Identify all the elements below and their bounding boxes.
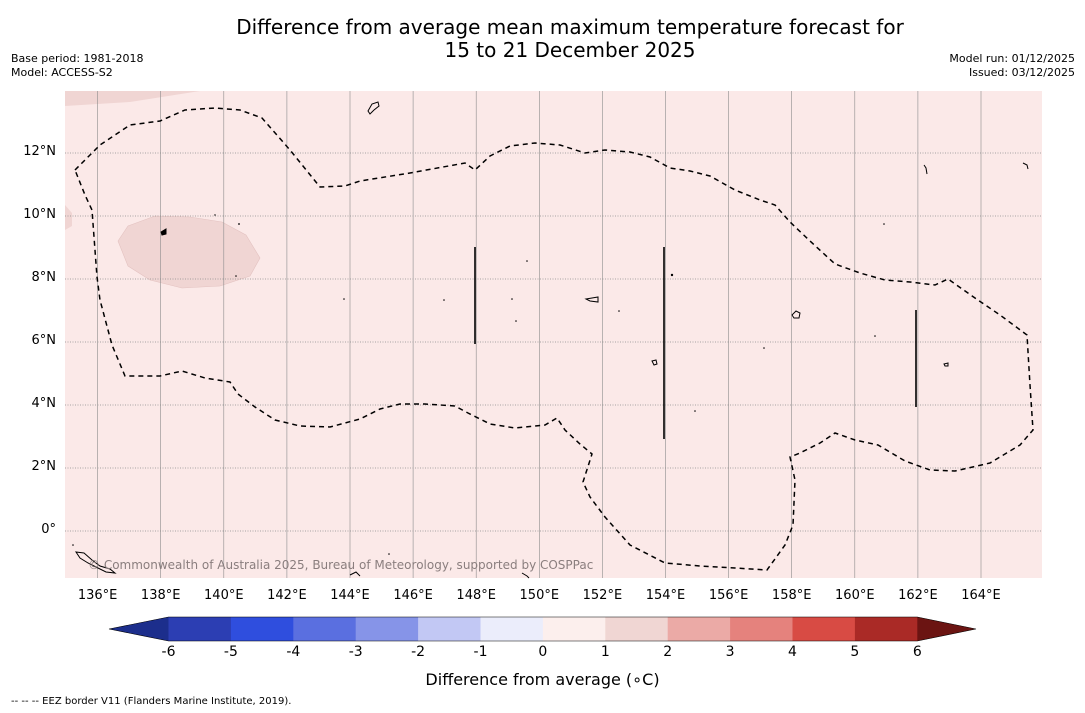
map-background (65, 91, 1042, 578)
colorbar-tick-label: 2 (663, 644, 673, 660)
x-tick-label: 148°E (456, 588, 496, 603)
y-tick-label: 10°N (23, 207, 56, 222)
colorbar-tick-label: 5 (850, 644, 860, 660)
x-tick-label: 142°E (267, 588, 307, 603)
colorbar-tick-label: 0 (538, 644, 548, 660)
colorbar (108, 616, 977, 642)
warm-patch-corner (65, 91, 200, 106)
islet-dot (874, 335, 876, 337)
model-run: Model run: 01/12/2025 (949, 52, 1075, 65)
issued-date: Issued: 03/12/2025 (968, 66, 1075, 79)
x-tick-label: 144°E (330, 588, 370, 603)
y-tick-label: 8°N (31, 270, 57, 285)
warm-patch-edge (65, 205, 72, 230)
island-shape (923, 164, 928, 175)
x-tick-label: 146°E (393, 588, 433, 603)
colorbar-swatch (542, 617, 606, 641)
island-shape (1022, 162, 1029, 170)
y-tick-label: 12°N (23, 144, 56, 159)
island-shape (943, 362, 949, 367)
colorbar-tick-label: -2 (411, 644, 426, 660)
colorbar-tick-label: -1 (473, 644, 488, 660)
islet-dot (238, 223, 240, 225)
copyright-notice: © Commonwealth of Australia 2025, Bureau… (88, 558, 594, 572)
y-tick-label: 4°N (31, 396, 57, 411)
x-tick-label: 162°E (898, 588, 938, 603)
island-shape (160, 228, 167, 236)
x-tick-label: 152°E (582, 588, 623, 603)
x-tick-label: 158°E (771, 588, 812, 603)
chart-title-line1: Difference from average mean maximum tem… (236, 15, 904, 39)
x-tick-label: 160°E (835, 588, 875, 603)
chart-title-line2: 15 to 21 December 2025 (444, 38, 696, 62)
x-tick-label: 150°E (519, 588, 560, 603)
eez-border (74, 107, 1034, 571)
colorbar-outline (108, 616, 977, 642)
x-tick-label: 140°E (204, 588, 244, 603)
islet-dot (343, 298, 345, 300)
colorbar-swatch (667, 617, 731, 641)
y-tick-label: 0° (41, 522, 56, 537)
islet-dot (526, 260, 528, 262)
islets (72, 214, 885, 555)
y-tick-label: 2°N (31, 459, 57, 474)
colorbar-tick-label: 4 (788, 644, 797, 660)
island-shape (651, 359, 658, 366)
colorbar-swatch (792, 617, 856, 641)
y-tick-label: 6°N (31, 333, 57, 348)
islet-dot (694, 410, 696, 412)
model-name: Model: ACCESS-S2 (11, 66, 113, 79)
islet-dot (72, 544, 74, 546)
colorbar-swatch (418, 617, 481, 641)
x-tick-label: 154°E (645, 588, 686, 603)
colorbar-swatch (480, 617, 544, 641)
base-period: Base period: 1981-2018 (11, 52, 144, 65)
islands (74, 101, 1029, 579)
colorbar-tick-label: -4 (286, 644, 301, 660)
colorbar-swatch (730, 617, 793, 641)
island-shape (74, 551, 117, 574)
islet-dot (515, 320, 517, 322)
colorbar-extend-high (917, 617, 976, 641)
colorbar-tick-label: 3 (725, 644, 735, 660)
islet-dot (618, 310, 620, 312)
island-shape (367, 101, 380, 115)
islet-dot (763, 347, 765, 349)
eez-footnote: -- -- -- EEZ border V11 (Flanders Marine… (11, 696, 292, 707)
colorbar-swatch (605, 617, 669, 641)
colorbar-tick-label: -6 (161, 644, 176, 660)
islet-dot (388, 553, 390, 555)
gridlines (65, 91, 1042, 578)
x-tick-label: 156°E (708, 588, 749, 603)
colorbar-swatch (230, 617, 294, 641)
colorbar-swatch (355, 617, 419, 641)
x-tick-label: 136°E (77, 588, 118, 603)
islet-dot (883, 223, 885, 225)
islet-dot (235, 275, 237, 277)
island-shape (584, 296, 599, 303)
colorbar-tick-label: -5 (223, 644, 238, 660)
colorbar-swatch (168, 617, 232, 641)
colorbar-tick-label: 6 (912, 644, 922, 660)
island-shape (521, 572, 530, 579)
islet-dot (214, 214, 216, 216)
islet-dot (670, 273, 674, 277)
islet-dot (511, 298, 513, 300)
x-tick-label: 164°E (961, 588, 1001, 603)
island-shape (349, 571, 361, 577)
colorbar-swatch (854, 617, 918, 641)
x-tick-label: 138°E (140, 588, 181, 603)
colorbar-tick-label: -3 (348, 644, 363, 660)
islet-dot (443, 299, 445, 301)
island-shape (791, 310, 801, 319)
colorbar-title: Difference from average (∘C) (425, 670, 660, 689)
colorbar-tick-label: 1 (600, 644, 610, 660)
colorbar-extend-low (109, 617, 169, 641)
colorbar-swatch (293, 617, 357, 641)
